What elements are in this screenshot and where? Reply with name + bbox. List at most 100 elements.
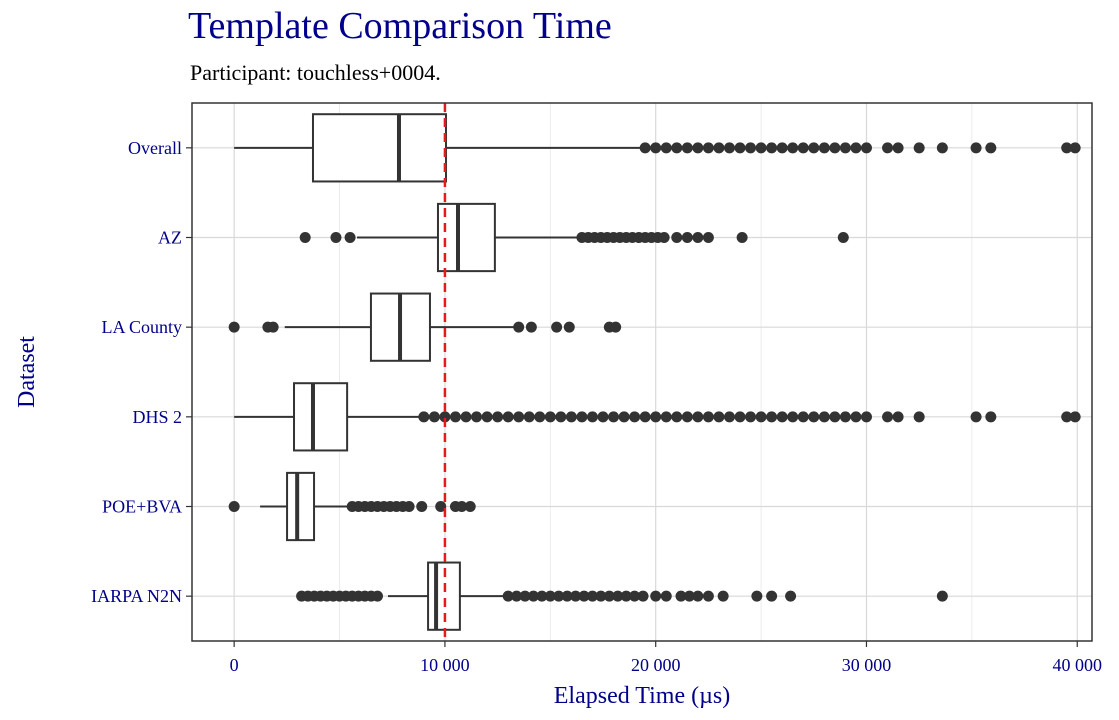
chart-subtitle: Participant: touchless+0004. bbox=[190, 60, 441, 85]
x-tick-label: 30 000 bbox=[842, 655, 892, 675]
outlier bbox=[936, 142, 948, 154]
outlier bbox=[882, 411, 894, 423]
outlier bbox=[839, 142, 851, 154]
outlier bbox=[692, 411, 704, 423]
outlier bbox=[702, 232, 714, 243]
outlier bbox=[717, 590, 729, 602]
outlier bbox=[808, 411, 820, 423]
outlier bbox=[681, 142, 693, 154]
outlier bbox=[481, 411, 493, 423]
y-tick-label: LA County bbox=[101, 317, 182, 337]
outlier bbox=[344, 232, 356, 243]
outlier bbox=[787, 411, 799, 423]
outlier bbox=[671, 411, 683, 423]
outlier bbox=[745, 142, 757, 154]
outlier bbox=[970, 411, 982, 423]
outlier bbox=[228, 321, 240, 333]
outlier bbox=[723, 411, 735, 423]
outlier bbox=[608, 411, 620, 423]
outlier bbox=[511, 590, 523, 602]
outlier bbox=[751, 590, 763, 602]
outlier bbox=[603, 590, 615, 602]
outlier bbox=[418, 411, 430, 423]
outlier bbox=[713, 411, 725, 423]
outlier bbox=[860, 411, 872, 423]
outlier bbox=[681, 411, 693, 423]
y-tick-label: IARPA N2N bbox=[91, 586, 182, 606]
outlier bbox=[702, 142, 714, 154]
x-tick-label: 0 bbox=[230, 655, 239, 675]
outlier bbox=[456, 501, 468, 512]
outlier bbox=[860, 142, 872, 154]
outlier bbox=[629, 590, 641, 602]
outlier bbox=[1069, 411, 1081, 423]
outlier bbox=[267, 321, 279, 333]
outlier bbox=[299, 232, 311, 243]
outlier bbox=[755, 411, 767, 423]
y-tick-label: AZ bbox=[158, 228, 182, 248]
outlier bbox=[610, 321, 622, 333]
outlier bbox=[525, 321, 537, 333]
outlier bbox=[612, 590, 624, 602]
outlier bbox=[513, 321, 525, 333]
outlier bbox=[536, 590, 548, 602]
outlier bbox=[985, 411, 997, 423]
x-tick-label: 40 000 bbox=[1052, 655, 1102, 675]
outlier bbox=[553, 590, 565, 602]
outlier bbox=[502, 590, 514, 602]
outlier bbox=[818, 142, 830, 154]
outlier bbox=[660, 142, 672, 154]
outlier bbox=[829, 411, 841, 423]
outlier bbox=[660, 590, 672, 602]
outlier bbox=[464, 501, 476, 512]
outlier bbox=[671, 142, 683, 154]
outlier bbox=[371, 590, 383, 602]
outlier bbox=[892, 411, 904, 423]
outlier bbox=[658, 232, 670, 243]
outlier bbox=[650, 142, 662, 154]
outlier bbox=[713, 142, 725, 154]
outlier bbox=[428, 411, 440, 423]
outlier bbox=[683, 590, 695, 602]
outlier bbox=[936, 590, 948, 602]
outlier bbox=[702, 411, 714, 423]
outlier bbox=[797, 411, 809, 423]
outlier bbox=[839, 411, 851, 423]
outlier bbox=[892, 142, 904, 154]
y-tick-label: POE+BVA bbox=[102, 497, 182, 517]
outlier bbox=[787, 142, 799, 154]
outlier bbox=[766, 411, 778, 423]
outlier bbox=[745, 411, 757, 423]
y-tick-label: Overall bbox=[128, 138, 182, 158]
outlier bbox=[561, 590, 573, 602]
outlier bbox=[439, 411, 451, 423]
outlier bbox=[913, 142, 925, 154]
outlier bbox=[692, 142, 704, 154]
box bbox=[293, 382, 349, 452]
outlier bbox=[492, 411, 504, 423]
box bbox=[436, 202, 496, 273]
outlier bbox=[1061, 142, 1073, 154]
outlier bbox=[513, 411, 525, 423]
outlier bbox=[785, 590, 797, 602]
outlier bbox=[776, 142, 788, 154]
outlier bbox=[797, 142, 809, 154]
outlier bbox=[675, 590, 687, 602]
outlier bbox=[330, 232, 342, 243]
outlier bbox=[523, 411, 535, 423]
outlier bbox=[576, 411, 588, 423]
outlier bbox=[766, 142, 778, 154]
outlier bbox=[637, 590, 649, 602]
outlier bbox=[435, 501, 447, 512]
outlier bbox=[403, 501, 415, 512]
outlier bbox=[650, 590, 662, 602]
outlier bbox=[527, 590, 539, 602]
outlier bbox=[808, 142, 820, 154]
outlier bbox=[618, 411, 630, 423]
outlier bbox=[620, 590, 632, 602]
outlier bbox=[660, 411, 672, 423]
outlier bbox=[471, 411, 483, 423]
outlier bbox=[734, 142, 746, 154]
outlier bbox=[702, 590, 714, 602]
outlier bbox=[551, 321, 563, 333]
